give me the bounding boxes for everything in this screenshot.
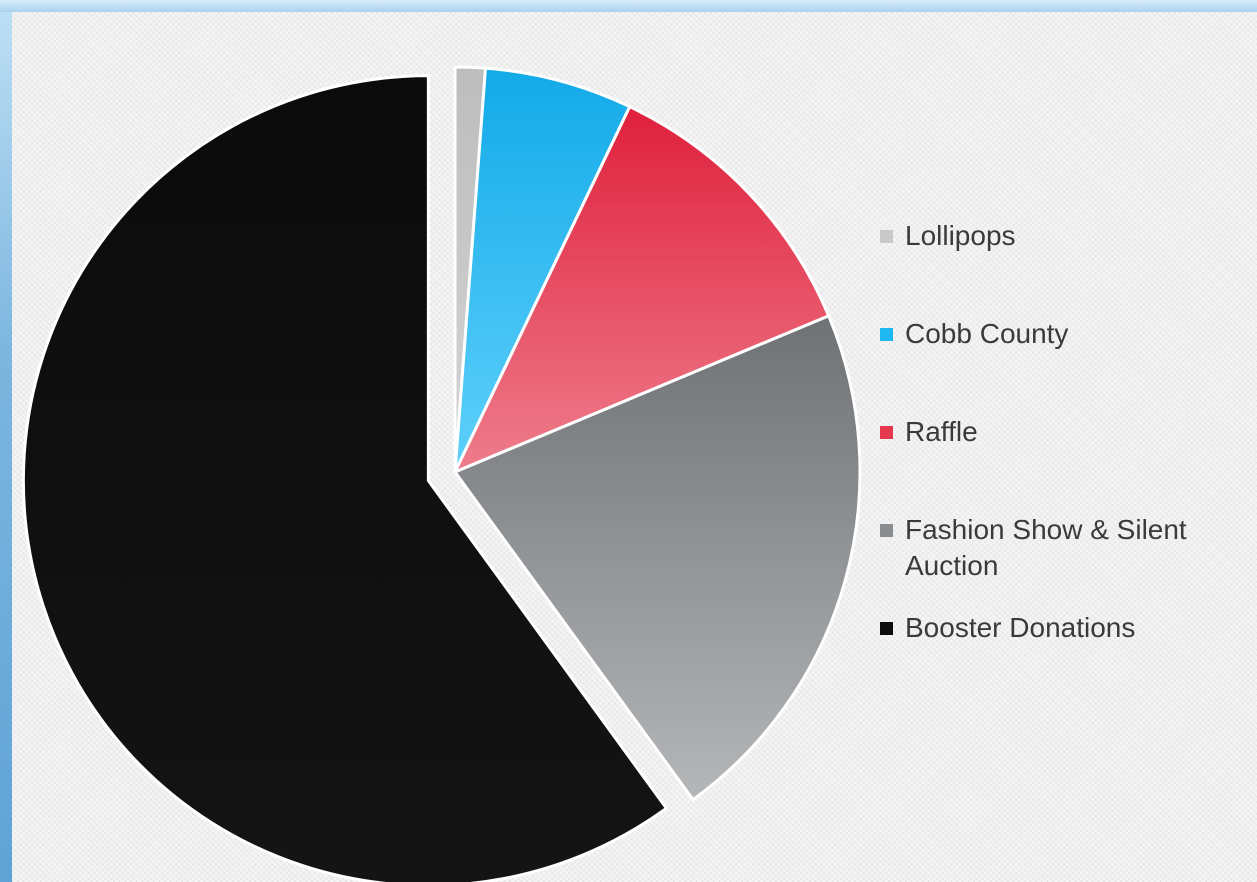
legend-swatch <box>880 524 893 537</box>
pie-slice-cobb-county <box>453 66 632 474</box>
legend-label: Raffle <box>905 416 978 447</box>
pie-slice-booster-donations <box>21 74 668 882</box>
legend-swatch <box>880 622 893 635</box>
legend-item-raffle: Raffle <box>880 414 1250 450</box>
legend-label: Lollipops <box>905 220 1016 251</box>
legend-label: Booster Donations <box>905 612 1136 643</box>
legend-swatch <box>880 230 893 243</box>
pie-slice-fashion-show-silent-auction <box>453 314 862 802</box>
legend-item-lollipops: Lollipops <box>880 218 1250 254</box>
legend-label: Cobb County <box>905 318 1069 349</box>
legend-swatch <box>880 328 893 341</box>
legend-item-fashion-show: Fashion Show & Silent Auction <box>880 512 1210 584</box>
frame-top-strip <box>0 0 1257 12</box>
legend-label: Fashion Show & Silent Auction <box>905 514 1187 581</box>
legend-swatch <box>880 426 893 439</box>
chart-legend: Lollipops Cobb County Raffle Fashion Sho… <box>880 218 1250 646</box>
legend-item-booster-donations: Booster Donations <box>880 610 1250 646</box>
legend-item-cobb-county: Cobb County <box>880 316 1250 352</box>
pie-slice-raffle <box>453 105 831 474</box>
